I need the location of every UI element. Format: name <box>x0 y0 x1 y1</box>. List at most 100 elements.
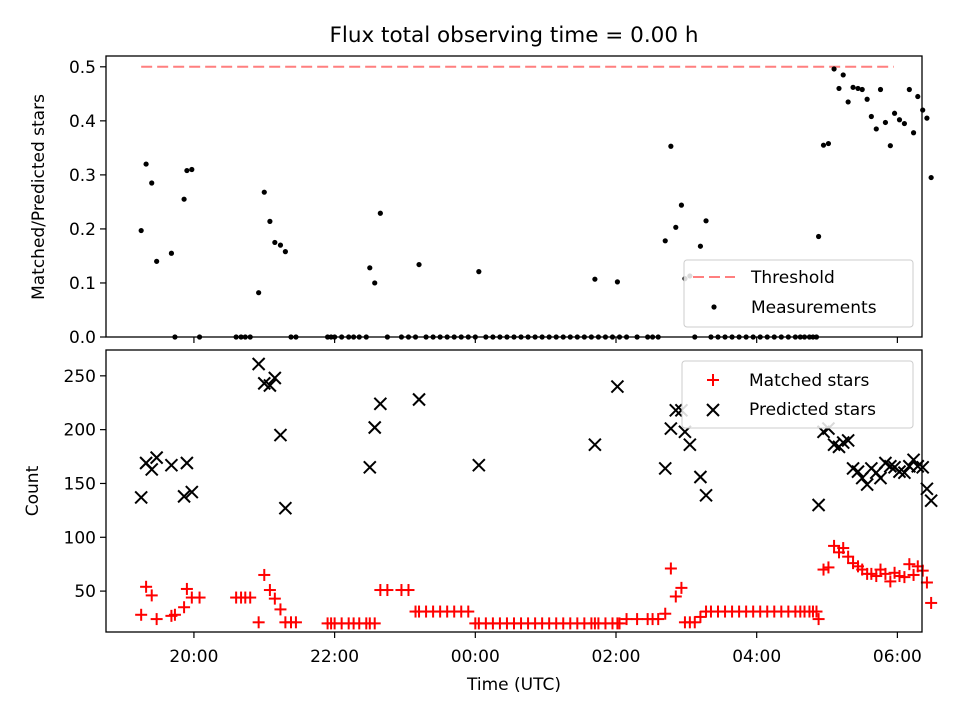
predicted-legend-label: Predicted stars <box>749 400 876 420</box>
measurement-point <box>267 218 273 224</box>
matched-star-point <box>368 617 381 630</box>
matched-star-point <box>289 616 302 629</box>
bottom-x-axis-label: Time (UTC) <box>466 675 561 695</box>
predicted-star-point <box>373 397 388 411</box>
matched-star-point <box>884 575 897 588</box>
measurement-point <box>272 239 278 246</box>
predicted-star-point <box>906 453 921 467</box>
matched-star-point <box>828 539 841 552</box>
measurement-point <box>256 290 262 296</box>
matched-star-point <box>180 582 193 595</box>
predicted-star-point <box>920 482 934 496</box>
measurement-point <box>924 115 930 121</box>
matched-star-point <box>274 603 287 616</box>
matched-star-point <box>870 570 883 583</box>
predicted-star-point <box>658 461 672 476</box>
matched-star-point <box>907 568 920 581</box>
bottom-legend: Matched stars Predicted stars <box>681 360 914 429</box>
matched-star-point <box>688 616 701 629</box>
bottom-y-axis-label: Count <box>23 465 43 516</box>
matched-star-point <box>837 542 850 555</box>
top-y-tick-label: 0.5 <box>69 58 96 78</box>
predicted-star-point <box>851 464 865 479</box>
bottom-x-tick-label: 22:00 <box>310 647 359 667</box>
predicted-star-point <box>251 357 266 371</box>
predicted-star-point <box>185 485 199 499</box>
predicted-legend-swatch <box>706 403 720 417</box>
measurement-point <box>910 130 917 136</box>
top-y-axis-label: Matched/Predicted stars <box>29 94 49 300</box>
matched-star-point <box>178 601 191 614</box>
measurement-point <box>668 143 674 149</box>
bottom-x-tick-label: 06:00 <box>873 647 922 667</box>
predicted-star-point <box>134 490 148 505</box>
measurement-point <box>920 107 926 113</box>
bottom-x-tick-label: 20:00 <box>169 647 218 667</box>
predicted-star-point <box>610 379 625 394</box>
measurement-point <box>697 243 704 249</box>
measurement-point <box>614 279 621 285</box>
matched-star-point <box>664 562 677 575</box>
bottom-axes-frame <box>105 349 923 633</box>
matched-star-point <box>381 584 394 597</box>
matched-star-point <box>694 610 707 623</box>
top-legend-box <box>683 259 914 328</box>
measurement-point <box>882 119 889 126</box>
predicted-star-point <box>669 403 683 417</box>
top-legend: Threshold Measurements <box>683 259 914 328</box>
measurement-point <box>928 174 934 181</box>
predicted-star-point <box>883 459 898 473</box>
measurement-point <box>836 85 842 92</box>
matched-star-point <box>263 584 276 597</box>
measurement-point <box>831 66 837 72</box>
measurement-point <box>367 265 373 271</box>
matched-star-point <box>268 592 281 605</box>
matched-legend-label: Matched stars <box>749 371 869 391</box>
predicted-star-point <box>811 498 826 512</box>
predicted-star-point <box>924 493 938 508</box>
measurement-point <box>138 227 144 234</box>
top-y-tick-label: 0.1 <box>69 274 96 294</box>
predicted-star-point <box>268 371 282 385</box>
measurement-point <box>887 143 893 149</box>
measurement-point <box>372 280 378 286</box>
predicted-star-point <box>164 458 179 472</box>
matched-star-point <box>145 589 158 602</box>
predicted-star-point <box>149 450 164 465</box>
matched-star-point <box>898 571 911 584</box>
measurement-point <box>154 258 160 264</box>
matched-star-point <box>812 613 825 626</box>
matched-star-point <box>402 584 415 597</box>
bottom-x-tick-label: 00:00 <box>451 647 500 667</box>
measurement-point <box>850 84 856 90</box>
bottom-plot-area <box>134 357 938 630</box>
measurement-point <box>820 142 827 148</box>
measurement-point <box>859 86 865 93</box>
matched-star-point <box>822 561 835 574</box>
predicted-star-point <box>915 460 930 475</box>
bottom-x-tick-label: 02:00 <box>592 647 641 667</box>
bottom-x-tick-label: 04:00 <box>732 647 781 667</box>
measurements-legend-label: Measurements <box>751 298 877 318</box>
predicted-star-point <box>263 378 277 393</box>
predicted-star-point <box>664 421 678 436</box>
measurement-point <box>143 161 149 167</box>
measurement-point <box>673 224 679 230</box>
measurement-point <box>377 210 383 216</box>
measurement-point <box>703 218 709 224</box>
predicted-star-point <box>588 438 602 452</box>
bottom-y-tick-label: 50 <box>74 582 96 602</box>
matched-star-point <box>925 596 938 609</box>
measurement-point <box>840 72 846 78</box>
measurement-point <box>277 242 284 248</box>
measurement-point <box>873 126 879 132</box>
matched-star-point <box>879 567 892 580</box>
top-y-tick-label: 0.4 <box>69 112 96 132</box>
measurement-point <box>855 85 861 92</box>
bottom-y-axis: 50 100 150 200 250 <box>64 367 106 602</box>
predicted-star-point <box>873 471 888 485</box>
bottom-y-tick-label: 100 <box>64 528 96 548</box>
top-axes-frame <box>105 55 923 338</box>
matched-star-point <box>920 576 933 589</box>
